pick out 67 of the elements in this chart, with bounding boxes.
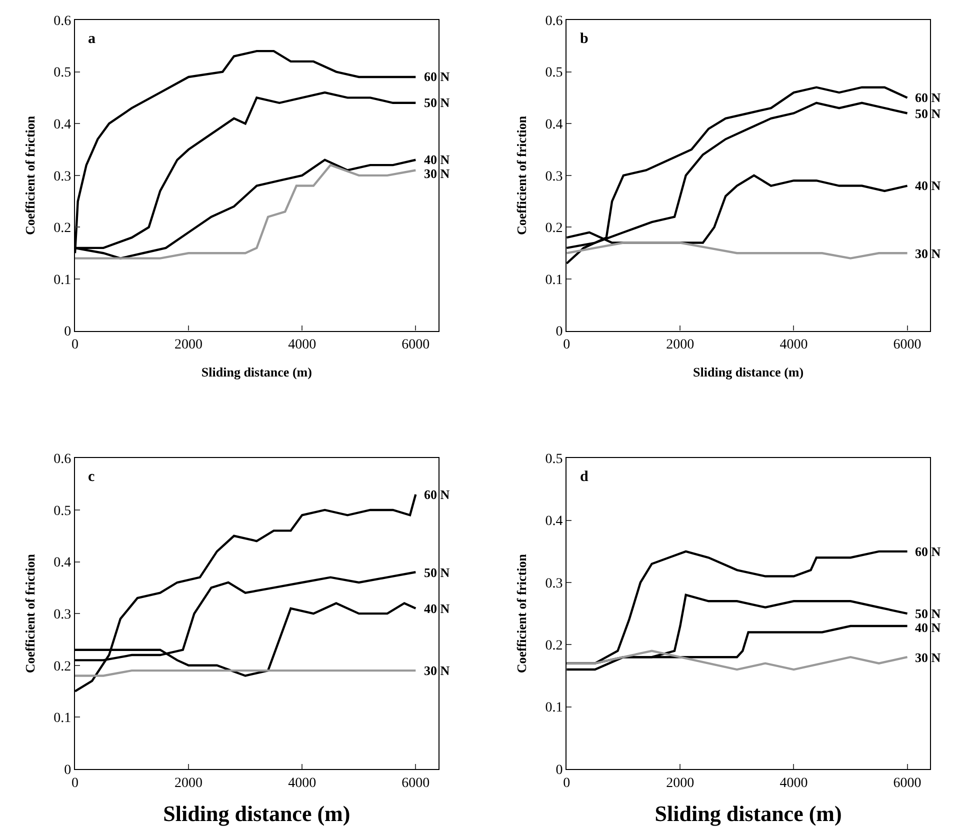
text: c xyxy=(88,469,95,485)
y-tick-label: 0.4 xyxy=(545,514,563,530)
y-tick-label: 0.1 xyxy=(54,272,72,288)
series-label: 60 N xyxy=(915,90,942,105)
y-tick-label: 0.3 xyxy=(54,169,72,184)
y-tick-label: 0.6 xyxy=(54,452,72,468)
series-label: 30 N xyxy=(915,246,942,261)
series-label: 40 N xyxy=(915,178,942,193)
series-label: 30 N xyxy=(915,650,942,665)
text: d xyxy=(580,469,589,485)
y-tick-label: 0.5 xyxy=(545,66,563,81)
y-tick-label: 0.5 xyxy=(545,452,563,468)
y-tick-label: 0.6 xyxy=(545,14,563,29)
series-label: 40 N xyxy=(424,601,450,616)
x-axis-title: Sliding distance (m) xyxy=(693,364,804,380)
x-tick-label: 6000 xyxy=(402,776,430,791)
series-label: 30 N xyxy=(424,166,450,181)
series-label: 50 N xyxy=(424,565,450,580)
y-tick-label: 0.1 xyxy=(545,700,563,716)
x-tick-label: 4000 xyxy=(780,338,808,353)
y-tick-label: 0.1 xyxy=(54,711,72,726)
y-tick-label: 0.2 xyxy=(545,221,563,236)
y-tick-label: 0.4 xyxy=(54,556,72,571)
y-tick-label: 0.3 xyxy=(545,576,563,592)
y-tick-label: 0.3 xyxy=(54,607,72,622)
y-tick-label: 0.5 xyxy=(54,504,72,519)
y-tick-label: 0.3 xyxy=(545,169,563,184)
y-tick-label: 0 xyxy=(556,762,563,778)
x-tick-label: 6000 xyxy=(893,338,922,353)
series-label: 40 N xyxy=(915,620,942,635)
y-axis-title: Coefficient of friction xyxy=(514,553,530,674)
y-axis-title: Coefficient of friction xyxy=(22,553,38,674)
x-axis-title: Sliding distance (m) xyxy=(654,800,842,826)
x-tick-label: 4000 xyxy=(288,776,316,791)
y-tick-label: 0.6 xyxy=(54,14,72,29)
x-tick-label: 6000 xyxy=(893,776,922,791)
y-tick-label: 0.5 xyxy=(54,66,72,81)
x-axis-title: Sliding distance (m) xyxy=(201,364,312,380)
y-tick-label: 0 xyxy=(556,324,563,340)
x-axis-title: Sliding distance (m) xyxy=(163,800,350,826)
x-tick-label: 4000 xyxy=(288,338,316,353)
y-tick-label: 0.2 xyxy=(54,659,72,674)
series-label: 50 N xyxy=(424,95,450,110)
y-tick-label: 0 xyxy=(64,762,72,778)
x-tick-label: 2000 xyxy=(666,338,694,353)
series-label: 60 N xyxy=(424,69,450,84)
x-tick-label: 2000 xyxy=(174,776,203,791)
x-tick-label: 4000 xyxy=(780,776,808,791)
series-label: 40 N xyxy=(424,152,450,167)
series-label: 50 N xyxy=(915,606,942,621)
series-label: 60 N xyxy=(915,544,942,559)
x-tick-label: 2000 xyxy=(666,776,694,791)
y-tick-label: 0.4 xyxy=(54,118,72,133)
y-tick-label: 0.2 xyxy=(54,221,72,236)
text: b xyxy=(580,31,588,47)
series-label: 50 N xyxy=(915,106,942,121)
x-tick-label: 2000 xyxy=(174,338,203,353)
y-tick-label: 0.1 xyxy=(545,272,563,288)
x-tick-label: 6000 xyxy=(402,338,430,353)
text: a xyxy=(88,31,96,47)
y-tick-label: 0.4 xyxy=(545,118,563,133)
y-axis-title: Coefficient of friction xyxy=(22,115,38,235)
y-tick-label: 0.2 xyxy=(545,638,563,654)
y-axis-title: Coefficient of friction xyxy=(514,115,530,235)
y-tick-label: 0 xyxy=(64,324,72,340)
series-label: 60 N xyxy=(424,487,450,502)
series-label: 30 N xyxy=(424,663,450,678)
